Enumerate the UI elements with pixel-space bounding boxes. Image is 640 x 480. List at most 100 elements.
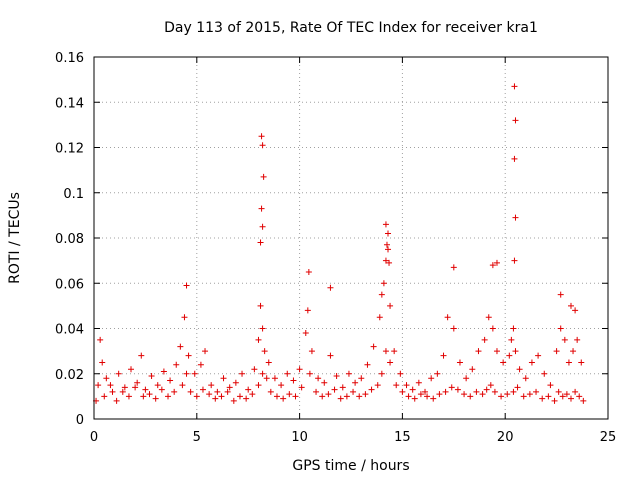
data-point bbox=[450, 264, 457, 271]
data-point bbox=[545, 393, 552, 400]
data-point bbox=[167, 377, 174, 384]
data-point bbox=[473, 388, 480, 395]
data-point bbox=[415, 379, 422, 386]
data-point bbox=[511, 83, 518, 90]
data-point bbox=[107, 382, 114, 389]
data-point bbox=[173, 361, 180, 368]
data-point bbox=[280, 395, 287, 402]
data-point bbox=[382, 221, 389, 228]
data-point bbox=[378, 370, 385, 377]
data-point bbox=[304, 307, 311, 314]
data-point bbox=[226, 384, 233, 391]
data-point bbox=[259, 370, 266, 377]
data-point bbox=[572, 307, 579, 314]
data-point bbox=[411, 395, 418, 402]
data-point bbox=[383, 241, 390, 248]
data-point bbox=[134, 379, 141, 386]
chart-title: Day 113 of 2015, Rate Of TEC Index for r… bbox=[164, 20, 538, 36]
data-point bbox=[436, 391, 443, 398]
data-point bbox=[498, 393, 505, 400]
data-point bbox=[273, 393, 280, 400]
data-point bbox=[208, 382, 215, 389]
x-tick-label: 15 bbox=[394, 430, 411, 445]
data-point bbox=[580, 397, 587, 404]
data-point bbox=[160, 368, 167, 375]
data-point bbox=[516, 366, 523, 373]
data-point bbox=[230, 397, 237, 404]
data-point bbox=[265, 359, 272, 366]
data-point bbox=[257, 239, 264, 246]
data-point bbox=[417, 391, 424, 398]
data-point bbox=[356, 393, 363, 400]
data-point bbox=[535, 352, 542, 359]
data-point bbox=[181, 314, 188, 321]
x-tick-label: 0 bbox=[90, 430, 98, 445]
data-point bbox=[115, 370, 122, 377]
data-point bbox=[541, 370, 548, 377]
data-point bbox=[487, 382, 494, 389]
data-point bbox=[109, 388, 116, 395]
data-point bbox=[456, 359, 463, 366]
data-point bbox=[119, 388, 126, 395]
data-point bbox=[350, 388, 357, 395]
data-point bbox=[533, 388, 540, 395]
y-tick-label: 0 bbox=[76, 413, 84, 428]
data-point bbox=[325, 391, 332, 398]
data-point bbox=[378, 291, 385, 298]
data-point bbox=[343, 393, 350, 400]
data-point bbox=[185, 352, 192, 359]
data-point bbox=[403, 382, 410, 389]
data-point bbox=[387, 302, 394, 309]
y-axis-title: ROTI / TECUs bbox=[7, 192, 23, 284]
data-point bbox=[399, 388, 406, 395]
data-point bbox=[493, 348, 500, 355]
y-tick-label: 0.06 bbox=[55, 277, 84, 292]
data-point bbox=[522, 375, 529, 382]
data-point bbox=[251, 366, 258, 373]
data-point bbox=[463, 375, 470, 382]
data-point bbox=[95, 382, 102, 389]
data-point bbox=[386, 259, 393, 266]
data-point bbox=[512, 117, 519, 124]
data-point bbox=[510, 325, 517, 332]
data-point bbox=[261, 348, 268, 355]
data-point bbox=[444, 314, 451, 321]
data-point bbox=[469, 366, 476, 373]
data-point bbox=[302, 330, 309, 337]
data-point bbox=[99, 359, 106, 366]
data-point bbox=[292, 393, 299, 400]
data-point bbox=[296, 366, 303, 373]
data-point bbox=[385, 246, 392, 253]
data-point bbox=[563, 391, 570, 398]
data-point bbox=[146, 391, 153, 398]
data-point bbox=[187, 388, 194, 395]
data-point bbox=[511, 257, 518, 264]
data-point bbox=[259, 142, 266, 149]
data-point bbox=[239, 370, 246, 377]
data-point bbox=[506, 352, 513, 359]
data-point bbox=[514, 384, 521, 391]
data-point bbox=[258, 205, 265, 212]
data-point bbox=[374, 382, 381, 389]
data-point bbox=[489, 325, 496, 332]
data-point bbox=[539, 395, 546, 402]
data-point bbox=[570, 348, 577, 355]
data-point bbox=[440, 352, 447, 359]
x-tick-label: 20 bbox=[497, 430, 514, 445]
data-point bbox=[236, 393, 243, 400]
data-point bbox=[337, 395, 344, 402]
data-point bbox=[255, 382, 262, 389]
data-point bbox=[409, 386, 416, 393]
data-point bbox=[574, 336, 581, 343]
data-point bbox=[397, 370, 404, 377]
data-point bbox=[218, 393, 225, 400]
data-point bbox=[245, 386, 252, 393]
data-point bbox=[128, 366, 135, 373]
data-point bbox=[306, 370, 313, 377]
data-point bbox=[260, 173, 267, 180]
data-point bbox=[308, 348, 315, 355]
y-tick-label: 0.02 bbox=[55, 368, 84, 383]
x-tick-label: 25 bbox=[600, 430, 617, 445]
y-tick-label: 0.04 bbox=[55, 323, 84, 338]
